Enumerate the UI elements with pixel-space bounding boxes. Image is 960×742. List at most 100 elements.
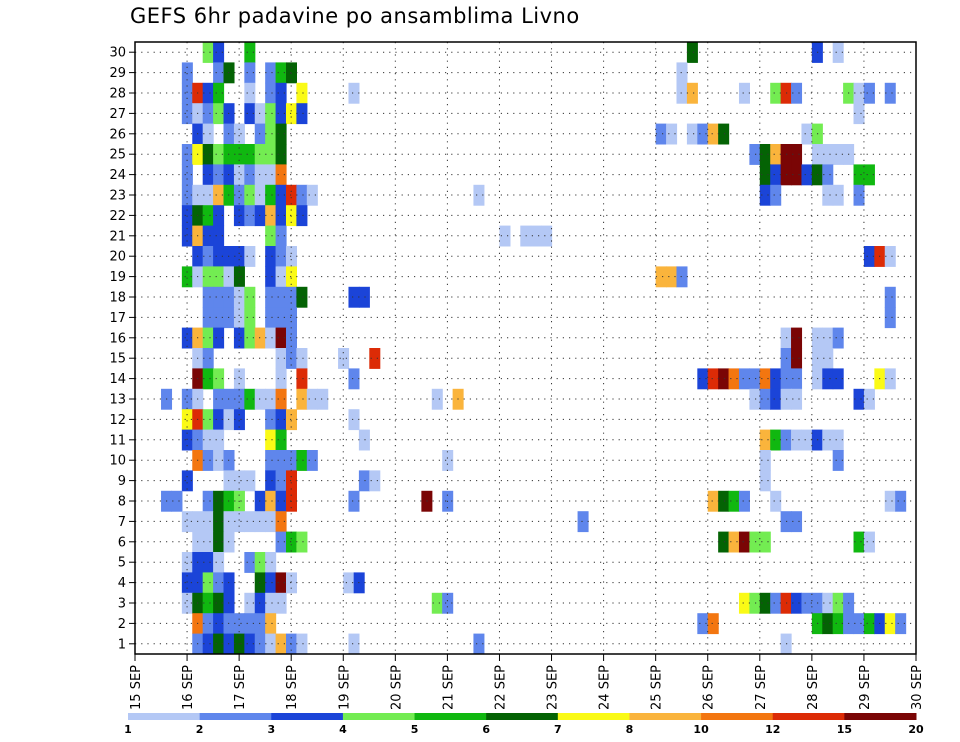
precip-cell [213,409,225,431]
precip-cell [265,633,277,655]
legend-swatch [844,713,917,720]
x-tick-label: 20 SEP [389,665,404,710]
precip-cell [791,368,803,390]
precip-cell [202,42,214,63]
precip-cell [296,531,308,553]
precip-cell [884,368,896,390]
precip-cell [202,450,214,471]
precip-cell [202,82,214,104]
precip-cell [832,613,844,635]
precip-cell [348,368,360,390]
precip-cell [202,613,214,635]
precip-cell [791,164,803,186]
precip-cell [718,490,730,512]
precip-cell [244,286,256,308]
precip-cell [233,613,245,635]
precip-cell [275,327,287,349]
precip-cell [244,184,256,206]
precip-cell [285,327,297,349]
precip-cell [791,144,803,165]
precip-cell [431,388,443,410]
precip-cell [233,164,245,186]
precip-cell [759,450,771,471]
precip-cell [181,103,193,125]
precip-cell [265,511,277,533]
precip-cell [801,429,813,451]
precip-cell [770,82,782,104]
y-tick-label: 5 [118,556,126,571]
precip-cell [275,572,287,594]
precip-cell [442,450,454,471]
precip-cell [202,552,214,573]
precip-cell [233,511,245,533]
legend-layer: 1 2 3 4 5 6 7 8 10 12 15 20 [124,713,924,736]
y-tick-label: 6 [118,535,126,550]
precip-cell [822,327,834,349]
precip-cell [233,266,245,288]
precip-cell [233,307,245,329]
precip-cell [265,409,277,431]
precip-cell [265,490,277,512]
precip-cell [853,82,865,104]
precip-cell [181,388,193,410]
precip-cell [369,470,381,492]
precip-cell [213,225,225,247]
precip-cell [265,450,277,471]
precip-cell [254,572,266,594]
y-tick-label: 25 [109,148,126,163]
precip-cell [442,592,454,614]
precip-cell [275,388,287,410]
precip-cell [895,613,907,635]
y-tick-label: 4 [118,576,126,591]
precip-cell [254,184,266,206]
x-tick-label: 27 SEP [754,665,769,710]
precip-cell [244,164,256,186]
precip-cell [296,450,308,471]
precip-cell [296,184,308,206]
precip-cell [244,552,256,573]
precip-cell [213,450,225,471]
precip-cell [853,164,865,186]
y-tick-label: 2 [118,617,126,632]
precip-cell [202,511,214,533]
precip-cell [275,490,287,512]
precip-cell [676,82,688,104]
legend-swatch [557,713,630,720]
precip-cell [296,103,308,125]
y-tick-label: 1 [118,637,126,652]
y-tick-label: 21 [109,229,126,244]
precip-cell [749,388,761,410]
precip-cell [202,286,214,308]
precip-cell [884,490,896,512]
legend-label: 10 [693,723,709,736]
precip-cell [655,123,667,145]
precip-cell [275,82,287,104]
precip-cell [770,164,782,186]
precip-cell [296,368,308,390]
legend-swatch [629,713,702,720]
y-tick-label: 3 [118,597,126,612]
precip-cell [884,246,896,267]
precip-cell [275,450,287,471]
precip-cell [718,123,730,145]
precip-cell [822,429,834,451]
precip-cell [265,388,277,410]
precip-cell [285,184,297,206]
precip-cell [202,531,214,553]
precip-cell [275,531,287,553]
y-tick-label: 19 [109,270,126,285]
precip-cell [822,348,834,369]
y-tick-label: 10 [109,454,126,469]
y-tick-label: 13 [109,393,126,408]
precip-cell [358,286,370,308]
legend-label: 2 [196,723,204,736]
precip-cell [202,225,214,247]
legend-label: 8 [626,723,634,736]
precip-cell [213,144,225,165]
precip-cell [202,490,214,512]
precip-cell [254,327,266,349]
legend-label: 7 [554,723,562,736]
x-tick-label: 29 SEP [858,665,873,710]
precip-cell [254,205,266,227]
precip-cell [306,388,318,410]
